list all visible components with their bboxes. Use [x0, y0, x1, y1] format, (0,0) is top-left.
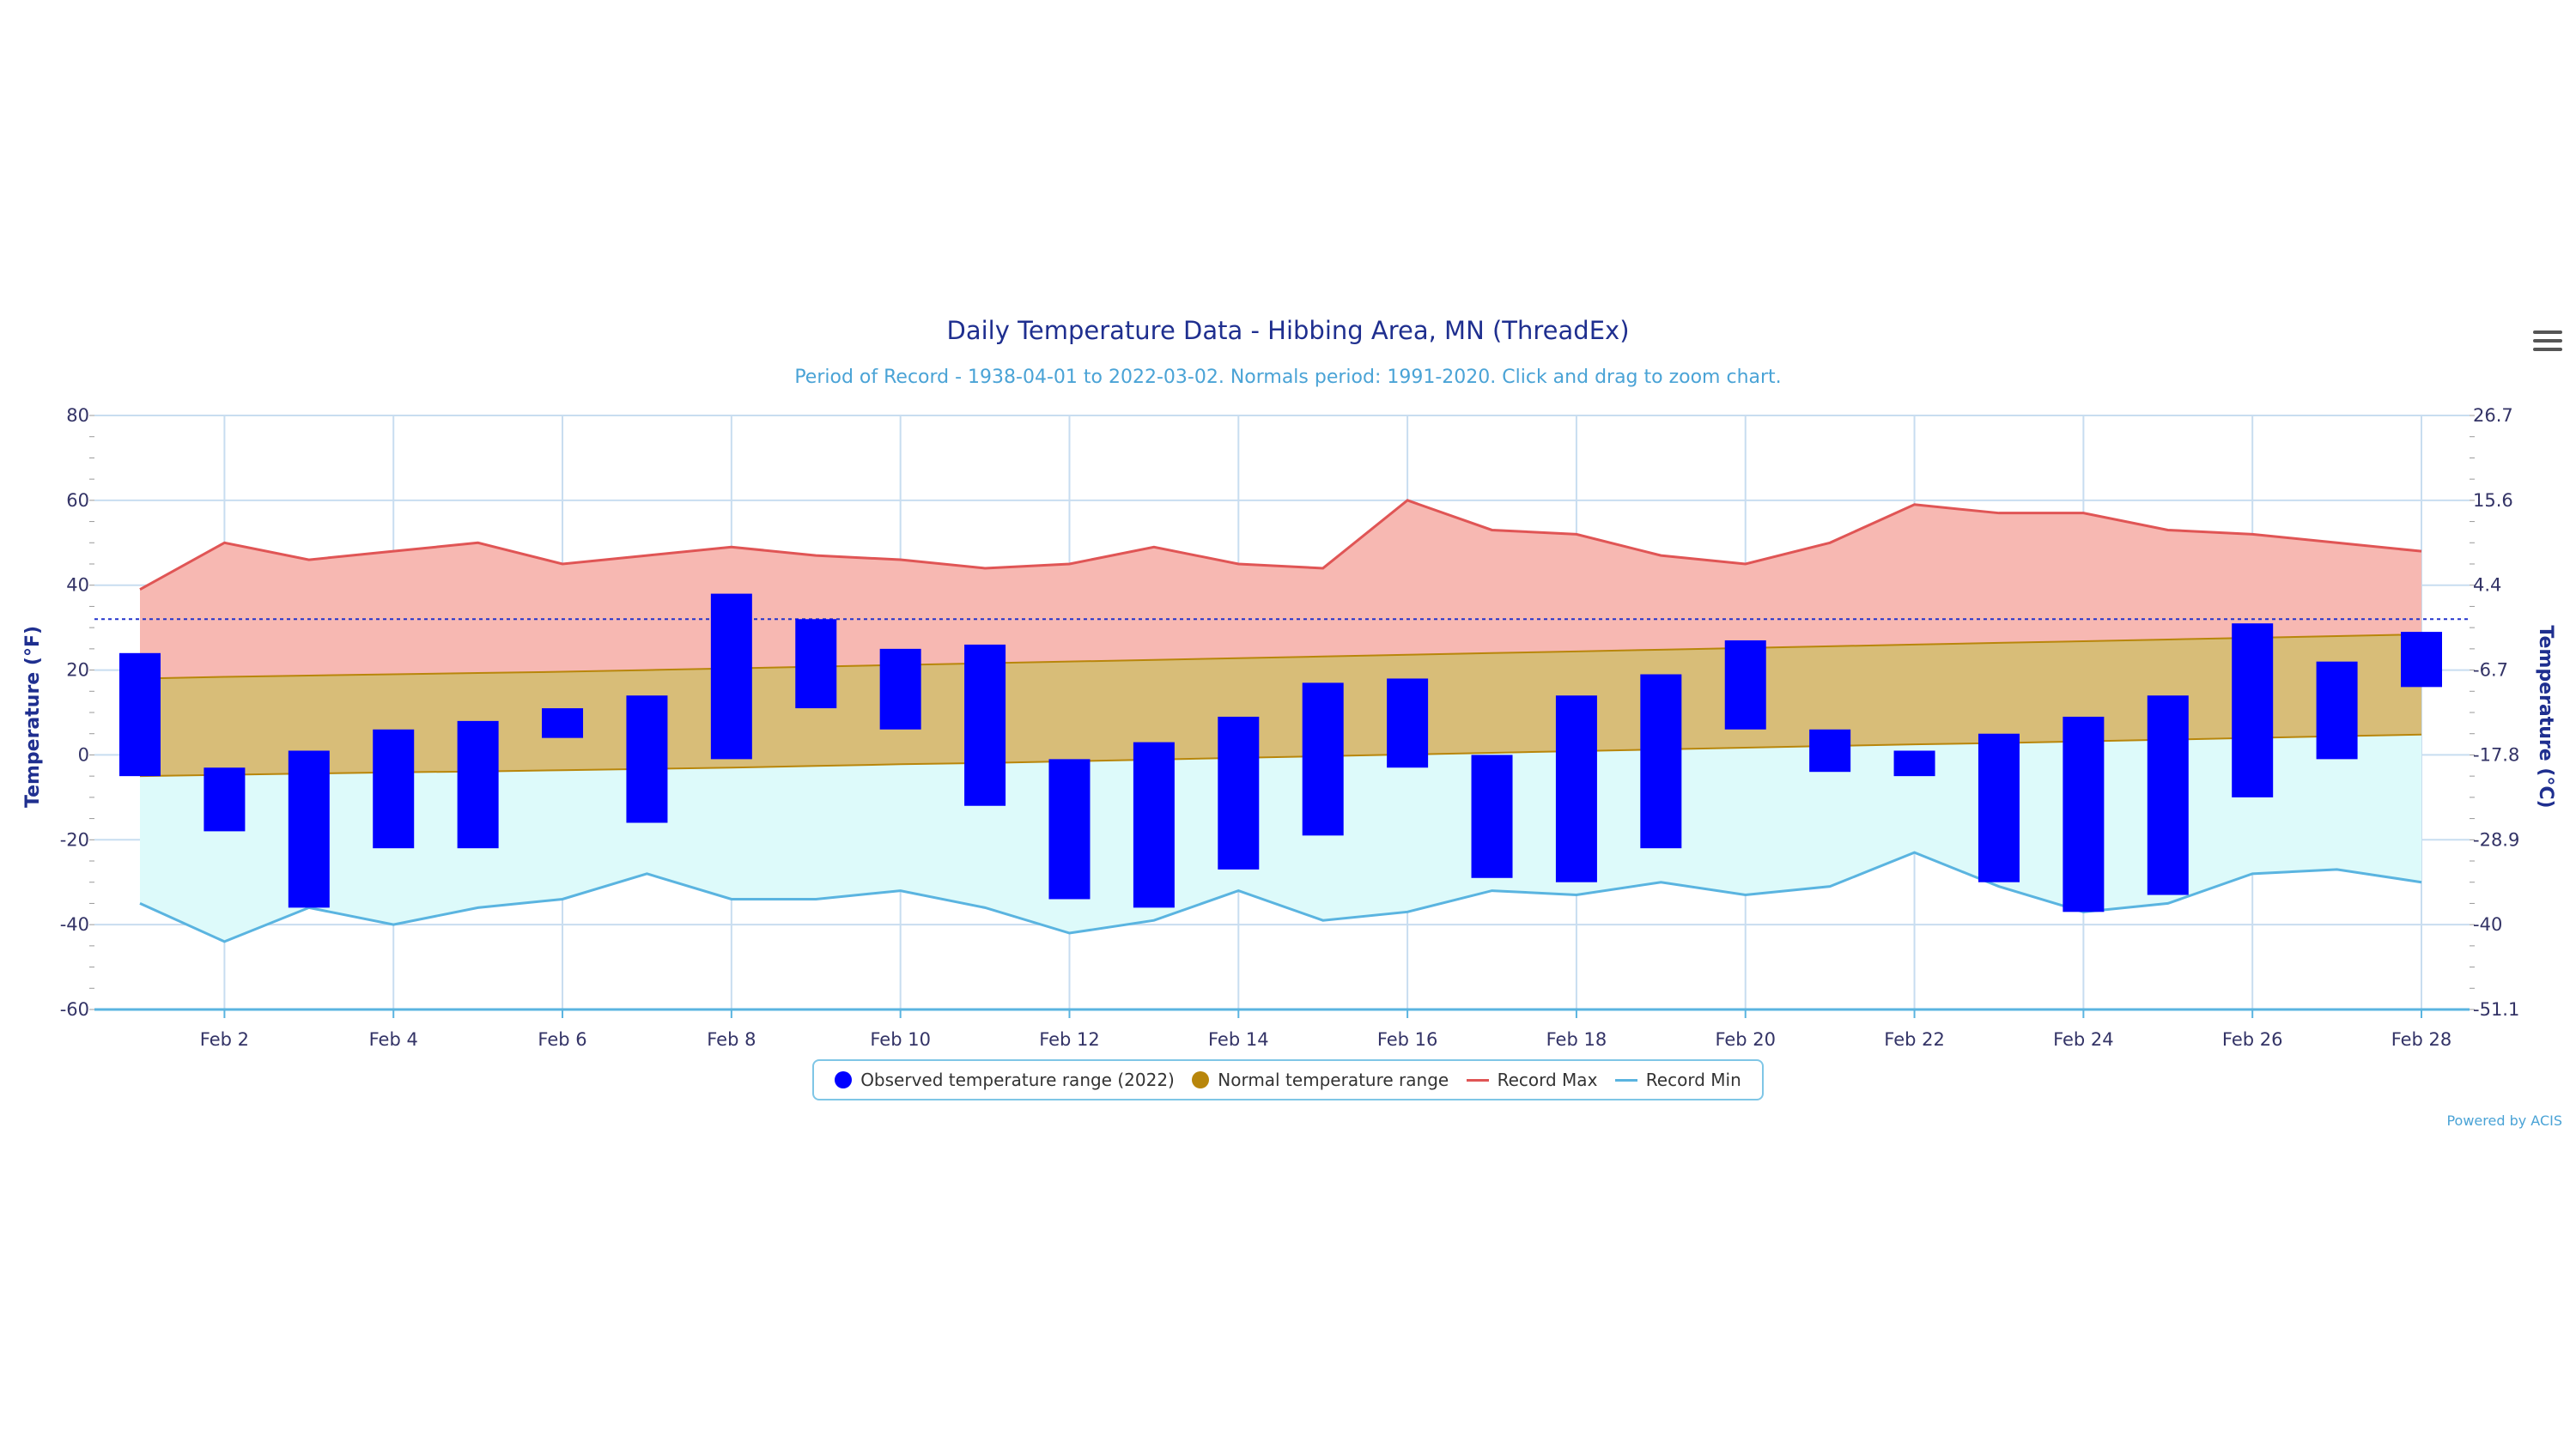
observed-bar[interactable]	[2232, 623, 2274, 797]
x-tick-label: Feb 8	[707, 1029, 756, 1050]
y-tick-label-right: -40	[2473, 914, 2502, 935]
observed-bar[interactable]	[373, 729, 415, 849]
observed-bar[interactable]	[1218, 716, 1260, 870]
observed-bar[interactable]	[1809, 729, 1851, 773]
x-tick-label: Feb 22	[1884, 1029, 1945, 1050]
record-min-line	[139, 851, 2422, 943]
observed-bar[interactable]	[1893, 750, 1935, 777]
legend-label-record-max: Record Max	[1497, 1070, 1598, 1090]
normal-high-line	[139, 634, 2422, 680]
observed-bar[interactable]	[2316, 661, 2358, 760]
record-max-band	[140, 500, 2421, 679]
x-tick-label: Feb 20	[1715, 1029, 1776, 1050]
y-tick-label-right: 26.7	[2473, 405, 2513, 426]
observed-bar[interactable]	[1640, 674, 1682, 849]
legend-item-normal[interactable]: Normal temperature range	[1192, 1070, 1449, 1090]
observed-bar[interactable]	[1048, 759, 1091, 900]
legend-item-observed[interactable]: Observed temperature range (2022)	[835, 1070, 1175, 1090]
record-max-area	[140, 500, 2421, 679]
y-tick-label-right: -28.9	[2473, 829, 2519, 850]
y-tick-label-left: 80	[66, 405, 89, 426]
observed-bar[interactable]	[1555, 695, 1597, 882]
y-tick-label-right: -51.1	[2473, 999, 2519, 1020]
x-tick-label: Feb 26	[2222, 1029, 2283, 1050]
observed-bar[interactable]	[2063, 716, 2105, 912]
observed-bar[interactable]	[1133, 742, 1175, 908]
y-axis-label-left: Temperature (°F)	[22, 626, 44, 808]
observed-bar[interactable]	[542, 708, 584, 738]
observed-bar[interactable]	[1978, 733, 2020, 882]
x-tick-label: Feb 4	[369, 1029, 418, 1050]
legend: Observed temperature range (2022) Normal…	[812, 1059, 1764, 1100]
legend-label-normal: Normal temperature range	[1218, 1070, 1449, 1090]
legend-symbol-record-min	[1614, 1078, 1637, 1082]
legend-item-record-min[interactable]: Record Min	[1614, 1070, 1741, 1090]
x-tick-label: Feb 6	[538, 1029, 586, 1050]
record-max-line	[139, 499, 2422, 591]
legend-symbol-normal	[1192, 1071, 1210, 1088]
observed-bar[interactable]	[710, 593, 752, 760]
y-axis-label-right: Temperature (°C)	[2535, 625, 2556, 808]
observed-bar[interactable]	[288, 750, 330, 908]
x-tick-label: Feb 24	[2053, 1029, 2114, 1050]
observed-bar[interactable]	[2401, 632, 2442, 688]
chart-title: Daily Temperature Data - Hibbing Area, M…	[946, 316, 1630, 345]
y-tick-label-right: 4.4	[2473, 575, 2501, 596]
observed-bar[interactable]	[1302, 682, 1344, 836]
normal-low-line	[139, 733, 2422, 778]
y-tick-label-right: 15.6	[2473, 490, 2513, 511]
y-tick-label-left: 20	[66, 660, 89, 681]
observed-bar[interactable]	[1471, 755, 1513, 878]
observed-bar[interactable]	[964, 644, 1006, 806]
observed-bar[interactable]	[879, 648, 921, 730]
y-tick-label-left: 60	[66, 490, 89, 511]
legend-label-observed: Observed temperature range (2022)	[860, 1070, 1175, 1090]
x-tick-label: Feb 14	[1208, 1029, 1269, 1050]
y-tick-label-left: -40	[60, 914, 89, 935]
normal-range-area	[139, 634, 2422, 778]
legend-item-record-max[interactable]: Record Max	[1466, 1070, 1598, 1090]
observed-bar[interactable]	[1387, 678, 1429, 768]
x-tick-label: Feb 16	[1377, 1029, 1438, 1050]
x-tick-label: Feb 2	[200, 1029, 249, 1050]
observed-bar[interactable]	[626, 695, 668, 823]
normal-range-band	[140, 634, 2421, 777]
x-tick-label: Feb 12	[1039, 1029, 1100, 1050]
legend-label-record-min: Record Min	[1645, 1070, 1741, 1090]
y-tick-label-right: -6.7	[2473, 660, 2508, 681]
record-lines	[139, 499, 2422, 943]
axes: 80 60 40 20 0 -20 -40 -60 26.7 15.6 4.4 -6.7 -17.8 -2…	[60, 405, 2520, 1050]
observed-bars	[119, 593, 2442, 912]
observed-bar[interactable]	[795, 619, 837, 709]
hamburger-menu-icon[interactable]	[2533, 330, 2562, 356]
observed-bar[interactable]	[204, 767, 246, 832]
legend-symbol-observed	[835, 1071, 853, 1088]
observed-bar[interactable]	[2147, 695, 2189, 895]
observed-bar[interactable]	[119, 652, 161, 777]
y-tick-label-right: -17.8	[2473, 744, 2519, 765]
x-tick-label: Feb 28	[2391, 1029, 2452, 1050]
observed-bar[interactable]	[457, 720, 499, 849]
y-tick-label-left: -60	[60, 999, 89, 1020]
x-tick-label: Feb 10	[870, 1029, 931, 1050]
record-min-area	[140, 734, 2421, 942]
x-tick-label: Feb 18	[1546, 1029, 1607, 1050]
y-tick-label-left: 40	[66, 575, 89, 596]
y-tick-label-left: -20	[60, 829, 89, 850]
legend-symbol-record-max	[1466, 1078, 1489, 1082]
y-tick-label-left: 0	[78, 744, 89, 765]
observed-bar[interactable]	[1724, 640, 1766, 730]
chart-subtitle: Period of Record - 1938-04-01 to 2022-03…	[794, 367, 1782, 388]
record-min-band	[140, 734, 2421, 942]
credit-link[interactable]: Powered by ACIS	[2446, 1113, 2562, 1129]
